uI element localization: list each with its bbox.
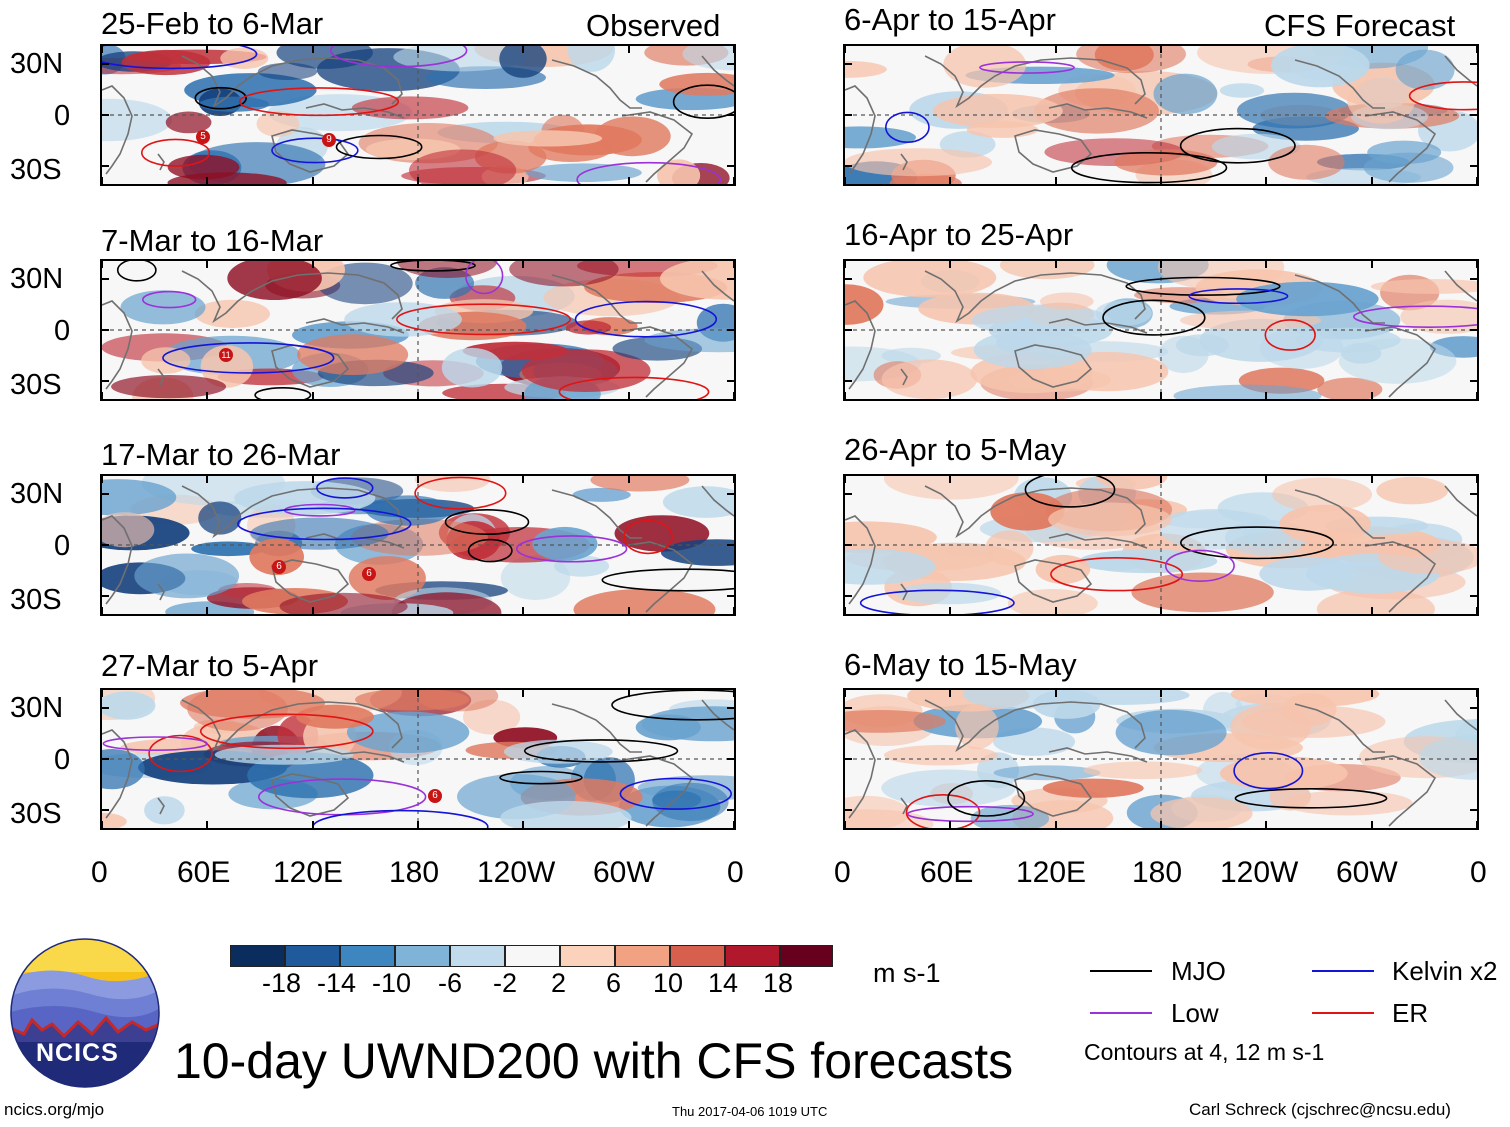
lat-label-30s: 30S	[10, 154, 62, 186]
lon-label: 180	[389, 856, 440, 889]
colorbar-label: -10	[372, 968, 412, 998]
colorbar-label: 18	[763, 968, 794, 998]
map-panel	[100, 44, 736, 186]
panel-title-5: 17-Mar to 26-Mar	[101, 437, 341, 472]
ncics-logo: NCICS	[10, 938, 160, 1088]
colorbar-label: -6	[438, 968, 463, 998]
map-panel	[843, 474, 1479, 616]
colorbar-box	[230, 945, 285, 967]
colorbar-box	[505, 945, 560, 967]
colorbar-box	[285, 945, 340, 967]
legend-line-mjo	[1090, 970, 1152, 972]
main-title: 10-day UWND200 with CFS forecasts	[174, 1033, 1014, 1089]
lon-label: 120E	[273, 856, 344, 889]
map-panel	[100, 688, 736, 830]
lon-label: 60E	[177, 856, 231, 889]
lat-label-eq: 0	[54, 530, 71, 562]
legend-label-mjo: MJO	[1171, 956, 1226, 986]
footer-credit: Carl Schreck (cjschrec@ncsu.edu)	[1189, 1100, 1451, 1119]
colorbar-label: -14	[317, 968, 357, 998]
colorbar-label: 10	[653, 968, 684, 998]
cyclone-marker: 5	[196, 130, 210, 144]
lat-label-eq: 0	[54, 100, 71, 132]
lon-label: 180	[1132, 856, 1183, 889]
map-field	[102, 690, 734, 828]
colorbar-label: 2	[551, 968, 567, 998]
colorbar-label: 14	[708, 968, 739, 998]
colorbar-box	[615, 945, 670, 967]
lat-label-30n: 30N	[10, 692, 64, 724]
lon-label: 60E	[920, 856, 974, 889]
map-panel	[843, 688, 1479, 830]
map-field	[845, 46, 1477, 184]
colorbar-box	[560, 945, 615, 967]
panel-title-3: 7-Mar to 16-Mar	[101, 223, 324, 258]
lon-label: 60W	[593, 856, 655, 889]
colorbar-box	[340, 945, 395, 967]
panel-title-8: 6-May to 15-May	[844, 647, 1077, 682]
map-panel	[843, 259, 1479, 401]
map-field	[102, 476, 734, 614]
map-field	[845, 476, 1477, 614]
lat-label-30s: 30S	[10, 798, 62, 830]
colorbar-box	[780, 945, 833, 967]
panel-title-4: 16-Apr to 25-Apr	[844, 217, 1074, 252]
footer-url[interactable]: ncics.org/mjo	[4, 1100, 105, 1119]
legend-label-low: Low	[1171, 998, 1219, 1028]
lat-label-30n: 30N	[10, 478, 64, 510]
panel-title-7: 27-Mar to 5-Apr	[101, 648, 319, 683]
colorbar-label: -18	[262, 968, 302, 998]
colorbar-label: -2	[493, 968, 518, 998]
lon-label: 120W	[477, 856, 556, 889]
legend-line-low	[1090, 1012, 1152, 1014]
map-panel	[100, 474, 736, 616]
lat-label-eq: 0	[54, 315, 71, 347]
lon-label: 60W	[1336, 856, 1398, 889]
panel-title-1: 25-Feb to 6-Mar	[101, 6, 324, 41]
footer-timestamp: Thu 2017-04-06 1019 UTC	[672, 1104, 828, 1119]
lat-label-30n: 30N	[10, 263, 64, 295]
map-panel	[100, 259, 736, 401]
legend-line-er	[1312, 1012, 1374, 1014]
legend-line-kelvin	[1312, 970, 1374, 972]
forecast-label: CFS Forecast	[1264, 8, 1456, 43]
map-field	[102, 46, 734, 184]
legend-label-er: ER	[1392, 998, 1429, 1028]
logo-text: NCICS	[36, 1039, 119, 1067]
panel-title-2: 6-Apr to 15-Apr	[844, 2, 1056, 37]
lat-label-30s: 30S	[10, 584, 62, 616]
cyclone-marker: 9	[322, 133, 336, 147]
colorbar-box	[725, 945, 780, 967]
contour-note: Contours at 4, 12 m s-1	[1084, 1039, 1325, 1065]
lat-label-30s: 30S	[10, 369, 62, 401]
lon-label: 0	[1470, 856, 1487, 889]
colorbar-box	[450, 945, 505, 967]
map-field	[102, 261, 734, 399]
cyclone-marker: 6	[428, 789, 442, 803]
map-panel	[843, 44, 1479, 186]
colorbar-units: m s-1	[873, 958, 941, 988]
lon-label: 120E	[1016, 856, 1087, 889]
colorbar-label: 6	[606, 968, 622, 998]
lon-label: 0	[834, 856, 851, 889]
cyclone-marker: 6	[272, 560, 286, 574]
map-field	[845, 261, 1477, 399]
colorbar-box	[395, 945, 450, 967]
legend-label-kelvin: Kelvin x2	[1392, 956, 1498, 986]
cyclone-marker: 11	[219, 348, 233, 362]
panel-title-6: 26-Apr to 5-May	[844, 432, 1067, 467]
lon-label: 120W	[1220, 856, 1299, 889]
colorbar-box	[670, 945, 725, 967]
map-field	[845, 690, 1477, 828]
lon-label: 0	[91, 856, 108, 889]
lat-label-30n: 30N	[10, 48, 64, 80]
lat-label-eq: 0	[54, 744, 71, 776]
lon-label: 0	[727, 856, 744, 889]
observed-label: Observed	[586, 8, 721, 43]
cyclone-marker: 6	[362, 567, 376, 581]
